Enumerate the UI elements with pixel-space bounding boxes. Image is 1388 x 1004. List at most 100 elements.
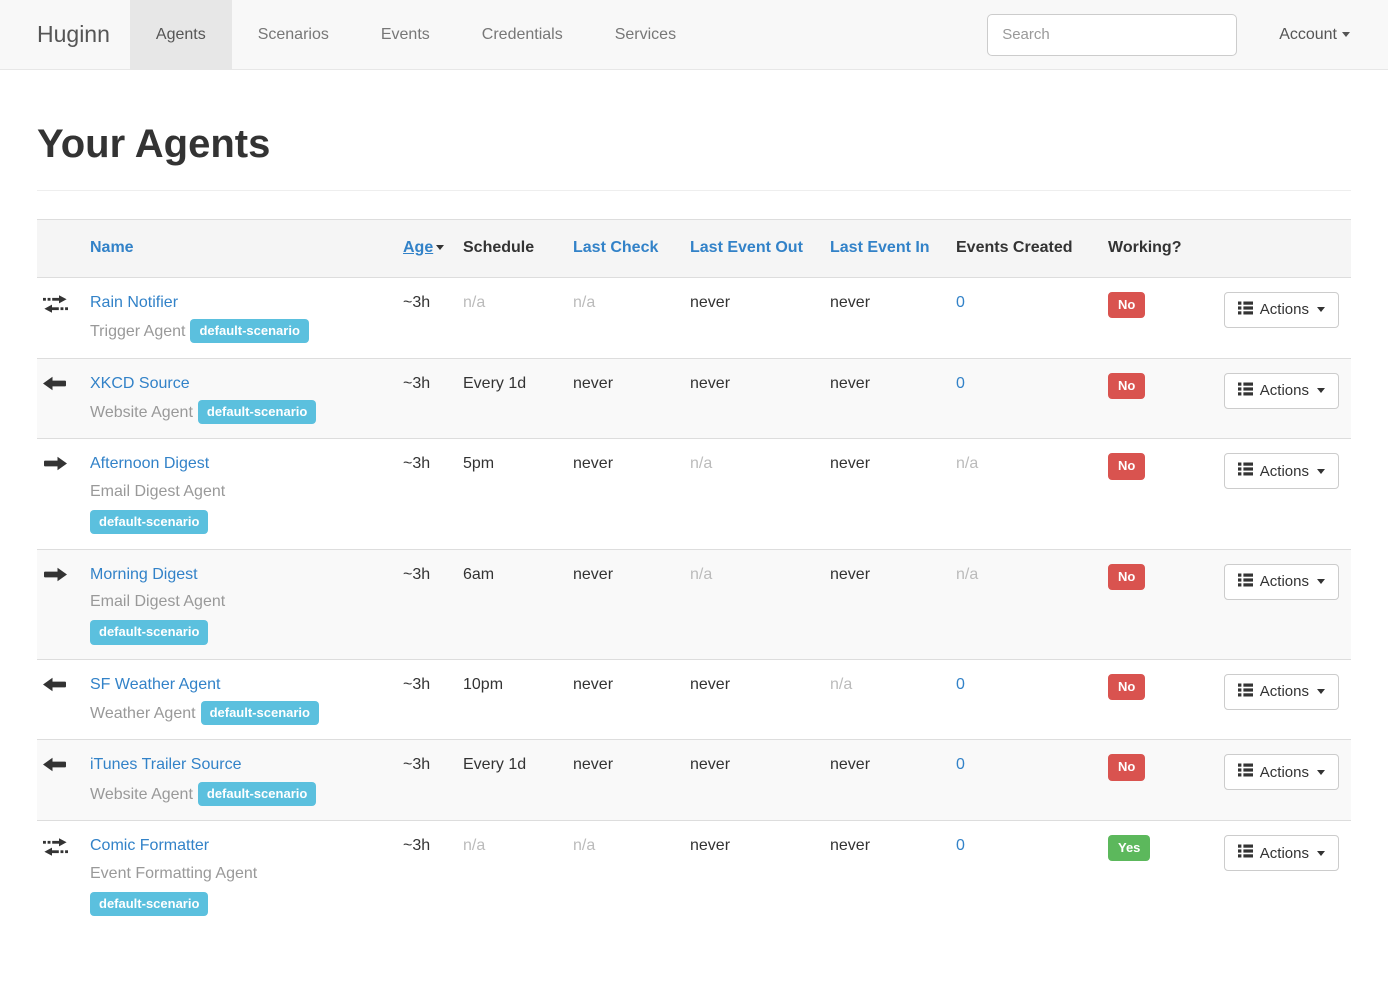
schedule-cell: 6am [455,548,565,660]
agent-name-link[interactable]: iTunes Trailer Source [90,756,242,774]
agents-table: Name Age Schedule Last Check Last Event Out L… [37,219,1351,931]
scenario-badge[interactable]: default-scenario [200,701,319,726]
scenario-badge[interactable]: default-scenario [197,781,317,807]
working-cell: No [1100,357,1207,439]
actions-button[interactable]: Actions [1223,754,1339,791]
table-row: SF Weather Agent Weather Agent default-sc… [37,658,1351,740]
schedule-cell: Every 1d [455,357,565,439]
scenario-badge[interactable]: default-scenario [197,399,317,425]
working-badge: No [1108,673,1146,700]
last-check-cell: never [565,739,682,821]
events-created-cell: n/a [948,548,1100,660]
scenario-badge[interactable]: default-scenario [90,620,209,645]
events-created-cell: 0 [948,276,1100,359]
schedule-cell: 5pm [455,438,565,550]
scenario-badge[interactable]: default-scenario [190,319,309,344]
events-created-link[interactable]: 0 [956,837,965,855]
events-created-link[interactable]: 0 [956,293,965,311]
brand-logo[interactable]: Huginn [37,21,110,47]
column-header-age[interactable]: Age [395,220,455,278]
last-event-in-cell: never [822,548,948,660]
nav-item-agents[interactable]: Agents [129,0,232,69]
caret-down-icon [1317,388,1325,394]
agent-name-link[interactable]: Morning Digest [90,565,198,583]
last-event-in-cell: never [822,739,948,821]
events-created-link[interactable]: 0 [956,675,965,693]
working-cell: No [1100,276,1207,359]
arrow-left-icon [43,757,67,779]
events-created-cell: 0 [948,820,1100,931]
actions-button[interactable]: Actions [1223,453,1339,490]
working-badge: No [1108,563,1146,590]
agent-name-link[interactable]: Comic Formatter [90,837,210,855]
column-header-name[interactable]: Name [90,239,134,256]
events-created-cell: 0 [948,739,1100,821]
actions-button[interactable]: Actions [1223,563,1339,600]
last-event-in-cell: never [822,357,948,439]
agent-name-link[interactable]: Afternoon Digest [90,455,210,473]
last-check-cell: never [565,658,682,740]
page-title: Your Agents [37,122,271,166]
transfer-icon [43,838,68,863]
caret-down-icon [1317,579,1325,585]
column-header-last-check[interactable]: Last Check [573,239,659,256]
working-cell: No [1100,438,1207,550]
working-cell: No [1100,739,1207,821]
agent-type-label: Website Agent [90,403,193,421]
agent-type-label: Event Formatting Agent [90,864,258,882]
last-event-in-cell: n/a [822,658,948,740]
divider [37,190,1351,191]
nav-item-services[interactable]: Services [614,25,677,43]
nav-item-credentials[interactable]: Credentials [481,25,563,43]
th-list-icon [1237,763,1253,781]
last-event-out-cell: never [682,739,822,821]
column-header-icon [37,220,82,278]
column-header-events-created: Events Created [956,239,1073,256]
last-check-cell: n/a [565,820,682,931]
age-cell: ~3h [395,820,455,931]
events-created-link[interactable]: 0 [956,374,965,392]
actions-button[interactable]: Actions [1223,835,1339,872]
arrow-right-icon [43,567,67,589]
caret-down-icon [1317,468,1325,474]
caret-down-icon [1317,307,1325,313]
events-created-link[interactable]: 0 [956,756,965,774]
agent-name-link[interactable]: SF Weather Agent [90,675,221,693]
actions-button-label: Actions [1259,683,1309,701]
scenario-badge[interactable]: default-scenario [90,892,209,917]
actions-button[interactable]: Actions [1223,372,1339,409]
actions-button[interactable]: Actions [1223,673,1339,710]
age-cell: ~3h [395,438,455,550]
actions-button-label: Actions [1259,462,1309,480]
schedule-cell: n/a [455,820,565,931]
caret-down-icon [1317,850,1325,856]
last-check-cell: never [565,438,682,550]
column-header-last-event-out[interactable]: Last Event Out [690,239,803,256]
table-row: Morning Digest Email Digest Agent defaul… [37,548,1351,660]
actions-button-label: Actions [1259,382,1309,400]
working-badge: No [1108,291,1146,318]
actions-button-label: Actions [1259,301,1309,319]
nav-item-events[interactable]: Events [380,25,430,43]
search-input[interactable] [987,13,1238,56]
last-event-out-cell: n/a [682,548,822,660]
actions-button[interactable]: Actions [1223,291,1339,328]
table-row: Rain Notifier Trigger Agent default-scena… [37,276,1351,359]
th-list-icon [1237,462,1253,480]
age-cell: ~3h [395,276,455,359]
account-dropdown[interactable]: Account [1279,26,1350,44]
last-event-out-cell: never [682,276,822,359]
scenario-badge[interactable]: default-scenario [90,510,209,535]
agent-name-link[interactable]: Rain Notifier [90,293,179,311]
agent-name-link[interactable]: XKCD Source [90,374,190,392]
nav-item-scenarios[interactable]: Scenarios [257,25,329,43]
table-row: Comic Formatter Event Formatting Agent d… [37,820,1351,931]
transfer-icon [43,294,68,320]
last-event-in-cell: never [822,820,948,931]
caret-down-icon [1317,769,1325,775]
column-header-last-event-in[interactable]: Last Event In [830,239,930,256]
working-cell: No [1100,658,1207,740]
actions-button-label: Actions [1259,844,1309,862]
age-cell: ~3h [395,548,455,660]
agents-table-body: Rain Notifier Trigger Agent default-scena… [37,276,1351,931]
